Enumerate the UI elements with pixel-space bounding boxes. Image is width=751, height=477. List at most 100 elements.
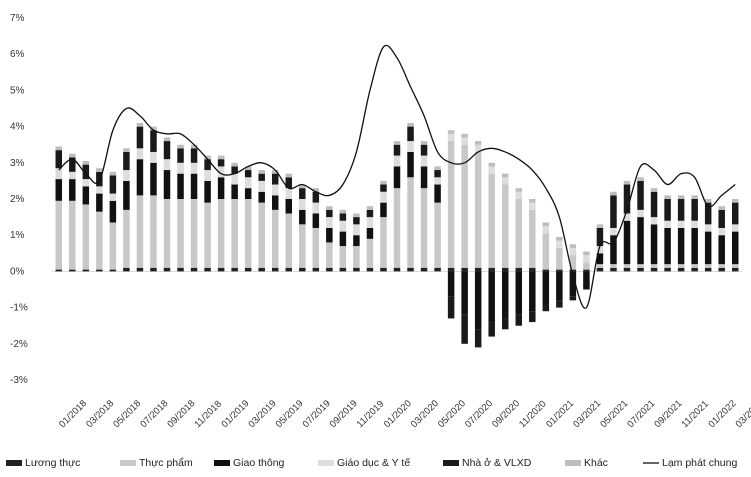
bar-segment-luong_thuc (258, 267, 265, 272)
y-tick-label: 3% (10, 158, 25, 169)
bar-segment-luong_thuc (55, 269, 63, 272)
bar-segment-thuc_pham (82, 204, 90, 270)
bar-segment-giao_thong (569, 271, 577, 297)
bar-segment-luong_thuc (718, 267, 725, 272)
bar-segment-thuc_pham (244, 199, 252, 268)
bar-segment-giao_duc_y_te (529, 202, 536, 210)
bar-segment-khac (109, 171, 117, 176)
bar-segment-khac (55, 146, 63, 151)
x-tick-label: 01/2018 (57, 398, 89, 430)
bar-segment-nha_o_vlxd (529, 311, 536, 323)
bar-segment-thuc_pham (501, 184, 509, 268)
bar-segment-luong_thuc (109, 269, 117, 272)
bar-segment-nha_o_vlxd (123, 151, 130, 171)
bar-segment-khac (704, 199, 712, 203)
bar-segment-nha_o_vlxd (407, 126, 414, 142)
y-tick-label: -1% (10, 303, 28, 314)
bar-segment-khac (691, 195, 698, 199)
x-tick-label: 07/2021 (625, 398, 657, 430)
bar-segment-nha_o_vlxd (542, 303, 550, 312)
bar-segment-giao_duc_y_te (312, 202, 320, 214)
bar-segment-thuc_pham (69, 200, 76, 270)
bar-segment-giao_duc_y_te (339, 220, 347, 232)
bar-segment-thuc_pham (664, 264, 671, 268)
bar-segment-giao_thong (163, 170, 171, 199)
bar-segment-khac (204, 155, 211, 160)
bar-segment-thuc_pham (285, 213, 293, 268)
bar-segment-khac (407, 122, 414, 127)
bar-segment-nha_o_vlxd (704, 202, 712, 225)
bar-segment-giao_thong (731, 231, 739, 265)
y-tick-label: 1% (10, 230, 25, 241)
bar-segment-giao_duc_y_te (583, 255, 590, 263)
bar-segment-giao_thong (515, 271, 523, 315)
bar-segment-luong_thuc (420, 267, 428, 272)
bar-segment-thuc_pham (650, 264, 658, 268)
bar-segment-nha_o_vlxd (55, 150, 63, 169)
bar-segment-giao_thong (69, 179, 76, 201)
x-tick-label: 03/2022 (734, 398, 751, 430)
bar-segment-thuc_pham (136, 195, 144, 268)
bar-segment-giao_duc_y_te (285, 188, 293, 199)
bar-segment-nha_o_vlxd (231, 166, 238, 174)
bar-segment-giao_thong (136, 159, 144, 196)
y-tick-label: 7% (10, 13, 25, 24)
bar-segment-giao_thong (461, 271, 468, 315)
bar-segment-khac (299, 184, 306, 189)
bar-segment-thuc_pham (515, 199, 523, 268)
bar-segment-khac (623, 180, 631, 185)
y-tick-label: 0% (10, 266, 25, 277)
bar-segment-thuc_pham (231, 199, 238, 268)
bar-segment-khac (610, 191, 617, 196)
bar-segment-giao_thong (501, 271, 509, 319)
bar-segment-giao_thong (583, 271, 590, 290)
bar-segment-khac (177, 144, 184, 149)
bar-segment-luong_thuc (447, 267, 455, 272)
bar-segment-luong_thuc (488, 267, 495, 272)
bar-segment-khac (501, 173, 509, 178)
bar-segment-nha_o_vlxd (637, 180, 644, 210)
bar-segment-thuc_pham (312, 227, 320, 268)
bar-segment-giao_duc_y_te (447, 133, 455, 142)
bar-segment-nha_o_vlxd (82, 164, 90, 180)
bar-segment-nha_o_vlxd (312, 191, 320, 203)
bar-segment-giao_thong (623, 220, 631, 265)
bar-segment-giao_duc_y_te (96, 186, 103, 194)
bar-segment-thuc_pham (447, 141, 455, 268)
bar-segment-giao_thong (312, 213, 320, 228)
y-tick-label: 4% (10, 122, 25, 133)
bar-segment-khac (96, 168, 103, 172)
bar-segment-luong_thuc (623, 267, 631, 272)
bar-segment-giao_duc_y_te (136, 148, 144, 160)
bar-segment-giao_thong (82, 186, 90, 205)
bar-segment-thuc_pham (731, 264, 739, 268)
bar-segment-khac (420, 141, 428, 145)
bar-segment-luong_thuc (244, 267, 252, 272)
bar-segment-giao_duc_y_te (109, 193, 117, 201)
bar-segment-khac (190, 144, 198, 149)
bar-segment-luong_thuc (285, 267, 293, 272)
legend-label-giao_duc_y_te: Giáo dục & Y tế (337, 457, 410, 469)
bar-segment-giao_thong (326, 227, 333, 243)
bar-segment-giao_thong (353, 235, 360, 247)
bar-segment-luong_thuc (299, 267, 306, 272)
bar-segment-nha_o_vlxd (501, 318, 509, 330)
x-tick-label: 11/2019 (355, 399, 387, 431)
x-tick-label: 03/2020 (409, 398, 441, 430)
bar-segment-giao_duc_y_te (610, 227, 617, 236)
bar-segment-nha_o_vlxd (623, 184, 631, 214)
bar-segment-nha_o_vlxd (339, 213, 347, 221)
bar-segment-khac (556, 237, 563, 241)
bar-segment-luong_thuc (583, 269, 590, 272)
bar-segment-giao_thong (650, 224, 658, 265)
bar-segment-giao_thong (380, 202, 387, 218)
bar-segment-giao_duc_y_te (569, 247, 577, 256)
bar-segment-giao_thong (177, 173, 184, 199)
bar-segment-khac (339, 209, 347, 214)
bar-segment-khac (82, 160, 90, 165)
bar-segment-thuc_pham (529, 209, 536, 268)
y-tick-label: -2% (10, 339, 28, 350)
bar-segment-luong_thuc (163, 267, 171, 272)
bar-segment-thuc_pham (637, 264, 644, 268)
bar-segment-luong_thuc (190, 267, 198, 272)
